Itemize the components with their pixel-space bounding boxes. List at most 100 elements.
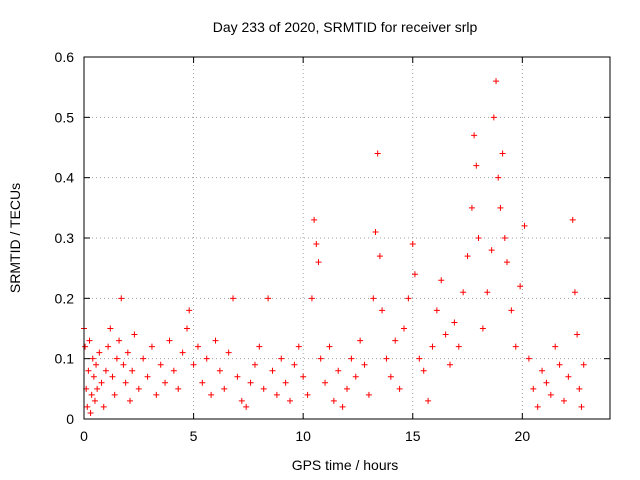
data-point [552,343,559,350]
data-point [383,355,390,362]
data-point [576,385,583,392]
data-point [238,397,245,404]
data-point [216,367,223,374]
data-point [287,397,294,404]
x-tick-label: 5 [190,428,198,444]
data-point [409,241,416,248]
data-point [438,277,445,284]
data-point [508,307,515,314]
data-point [291,361,298,368]
data-point [129,367,136,374]
data-point [269,367,276,374]
data-point [88,391,95,398]
data-point [455,343,462,350]
data-point [490,114,497,121]
y-axis-label: SRMTID / TECUs [7,183,23,293]
data-point [512,343,519,350]
data-point [234,373,241,380]
data-point [392,337,399,344]
data-point [90,373,97,380]
data-point [374,150,381,157]
data-points [81,78,587,416]
data-point [495,174,502,181]
x-tick-label: 20 [515,428,531,444]
x-tick-label: 10 [295,428,311,444]
y-tick-label: 0 [66,411,74,427]
data-point [372,228,379,235]
data-point [543,379,550,386]
data-point [335,367,342,374]
data-point [91,397,98,404]
y-tick-label: 0.4 [55,170,75,186]
y-tick-label: 0.3 [55,230,75,246]
data-point [230,295,237,302]
data-point [322,379,329,386]
data-point [162,379,169,386]
data-point [260,385,267,392]
data-point [153,391,160,398]
data-point [361,361,368,368]
data-point [175,385,182,392]
data-point [352,373,359,380]
x-axis-label: GPS time / hours [292,457,399,473]
data-point [370,295,377,302]
data-point [451,319,458,326]
chart-title: Day 233 of 2020, SRMTID for receiver srl… [213,19,478,35]
data-point [124,349,131,356]
data-point [556,361,563,368]
data-point [251,361,258,368]
data-point [190,361,197,368]
data-point [100,403,107,410]
data-point [273,391,280,398]
axis-ticks: 0 5 10 15 20 0 0.1 0.2 0.3 0.4 0.5 0.6 [55,49,610,444]
data-point [416,355,423,362]
data-point [344,385,350,392]
x-tick-label: 15 [405,428,421,444]
data-point [547,391,554,398]
data-point [131,331,138,338]
data-point [300,373,307,380]
data-point [475,235,482,241]
data-point [484,289,491,296]
data-point [98,379,105,386]
data-point [501,235,508,241]
grid [84,57,610,419]
data-point [93,361,100,368]
data-point [396,385,403,392]
data-point [84,403,91,410]
data-point [468,204,475,211]
data-point [186,307,193,314]
data-point [225,349,232,356]
data-point [534,403,541,410]
data-point [96,349,103,356]
data-point [113,355,120,362]
data-point [460,289,467,296]
data-point [433,307,440,314]
data-point [170,367,177,374]
y-tick-label: 0.1 [55,351,75,367]
data-point [122,379,129,386]
x-tick-label: 0 [80,428,88,444]
data-point [493,78,500,85]
data-point [488,247,495,254]
data-point [471,132,478,139]
data-point [118,295,125,302]
data-point [82,343,89,350]
data-point [405,295,412,302]
data-point [365,391,372,398]
data-point [315,259,322,266]
data-point [194,343,201,350]
data-point [221,385,228,392]
data-point [317,355,324,362]
y-tick-label: 0.5 [55,109,75,125]
data-point [247,379,254,386]
data-point [256,343,263,350]
data-point [116,337,123,344]
data-point [330,397,337,404]
data-point [521,222,528,229]
data-point [447,361,454,368]
data-point [208,391,215,398]
data-point [212,337,219,344]
data-point [295,343,302,350]
